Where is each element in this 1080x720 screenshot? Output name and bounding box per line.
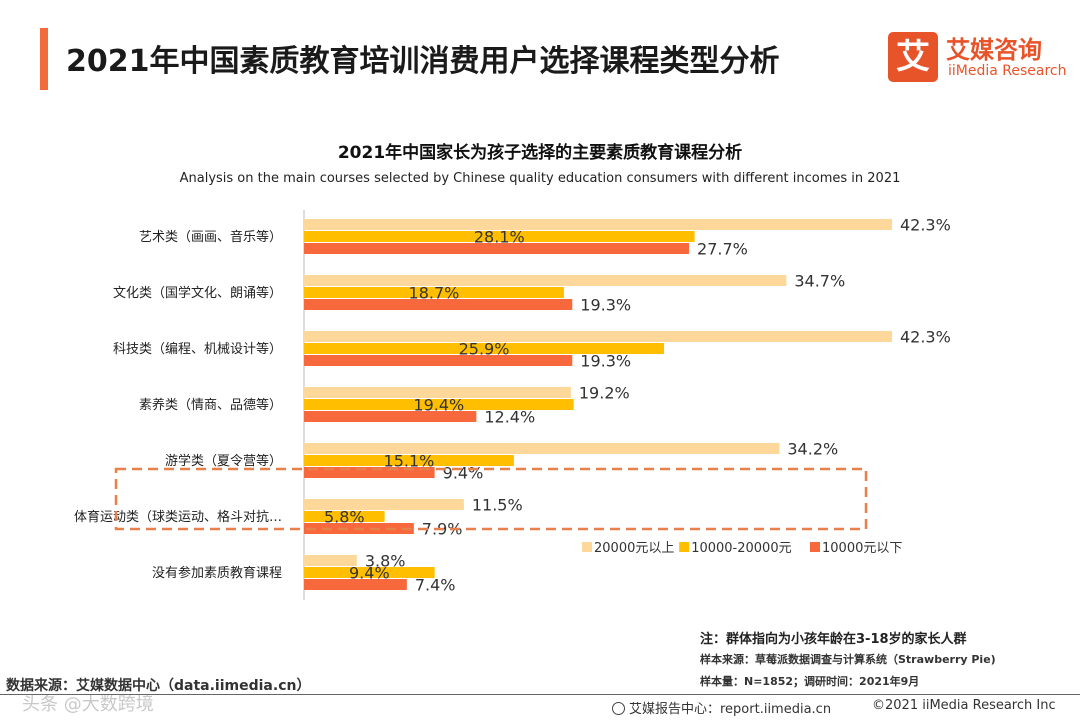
data-label: 5.8%	[324, 508, 365, 527]
category-label: 文化类（国学文化、朗诵等）	[113, 285, 282, 301]
globe-icon	[612, 702, 625, 715]
bar	[304, 411, 477, 422]
data-label: 19.3%	[580, 352, 631, 371]
bar	[304, 355, 573, 366]
logo-icon: 艾	[888, 32, 938, 82]
bar	[304, 467, 435, 478]
data-label: 42.3%	[900, 216, 951, 235]
data-source: 数据来源：艾媒数据中心（data.iimedia.cn）	[6, 678, 311, 694]
data-label: 15.1%	[384, 452, 435, 471]
legend-swatch	[582, 542, 592, 552]
bar	[304, 443, 780, 454]
brand-logo: 艾 艾媒咨询 iiMedia Research	[888, 30, 1068, 86]
data-label: 12.4%	[484, 408, 535, 427]
bar	[304, 511, 385, 522]
bar	[304, 299, 573, 310]
footer-divider	[0, 694, 1080, 695]
bar	[304, 275, 787, 286]
bar	[304, 567, 435, 578]
category-label: 艺术类（画画、音乐等）	[139, 229, 282, 245]
data-label: 3.8%	[365, 552, 406, 571]
bar	[304, 455, 514, 466]
page-title: 2021年中国素质教育培训消费用户选择课程类型分析	[66, 44, 780, 79]
bar	[304, 243, 690, 254]
chart-title: 2021年中国家长为孩子选择的主要素质教育课程分析	[337, 143, 743, 163]
category-label: 素养类（情商、品德等）	[139, 397, 282, 413]
bar	[304, 219, 892, 230]
bar	[304, 387, 571, 398]
bar	[304, 287, 564, 298]
report-center-text: 艾媒报告中心：report.iimedia.cn	[629, 702, 832, 717]
sample-source: 样本来源：草莓派数据调查与计算系统（Strawberry Pie)	[700, 653, 996, 666]
legend-swatch	[679, 542, 690, 552]
legend-label: 20000元以上	[594, 541, 674, 556]
report-center-link[interactable]: 艾媒报告中心：report.iimedia.cn	[612, 698, 831, 717]
highlight-box	[114, 467, 868, 531]
copyright: ©2021 iiMedia Research Inc	[872, 698, 1056, 713]
sample-size: 样本量：N=1852；调研时间：2021年9月	[700, 675, 920, 688]
data-label: 42.3%	[900, 328, 951, 347]
data-label: 34.2%	[787, 440, 838, 459]
watermark: 头条 @大数跨境	[22, 694, 154, 715]
data-label: 27.7%	[697, 240, 748, 259]
data-label: 19.4%	[413, 396, 464, 415]
bar	[304, 231, 695, 242]
bar	[304, 331, 892, 342]
category-label: 体育运动类（球类运动、格斗对抗…	[74, 509, 282, 525]
logo-cn-text: 艾媒咨询	[946, 36, 1042, 64]
data-label: 18.7%	[409, 284, 460, 303]
chart-subtitle: Analysis on the main courses selected by…	[179, 171, 901, 186]
legend-label: 10000元以下	[822, 541, 902, 556]
data-label: 11.5%	[472, 496, 523, 515]
data-label: 9.4%	[349, 564, 390, 583]
data-label: 9.4%	[443, 464, 484, 483]
data-label: 19.2%	[579, 384, 630, 403]
category-label: 科技类（编程、机械设计等）	[113, 341, 282, 357]
bar	[304, 499, 464, 510]
title-accent-bar	[40, 28, 48, 90]
bar	[304, 343, 665, 354]
data-label: 19.3%	[580, 296, 631, 315]
bar	[304, 555, 357, 566]
data-label: 7.4%	[415, 576, 456, 595]
data-label: 25.9%	[459, 340, 510, 359]
data-label: 28.1%	[474, 228, 525, 247]
data-label: 34.7%	[794, 272, 845, 291]
legend-label: 10000-20000元	[691, 541, 791, 556]
category-label: 没有参加素质教育课程	[152, 565, 282, 581]
logo-en-text: iiMedia Research	[948, 63, 1067, 79]
bar	[304, 579, 407, 590]
legend-swatch	[810, 542, 820, 552]
bar	[304, 399, 574, 410]
category-label: 游学类（夏令营等）	[165, 453, 282, 469]
chart-note: 注：群体指向为小孩年龄在3-18岁的家长人群	[700, 632, 967, 647]
